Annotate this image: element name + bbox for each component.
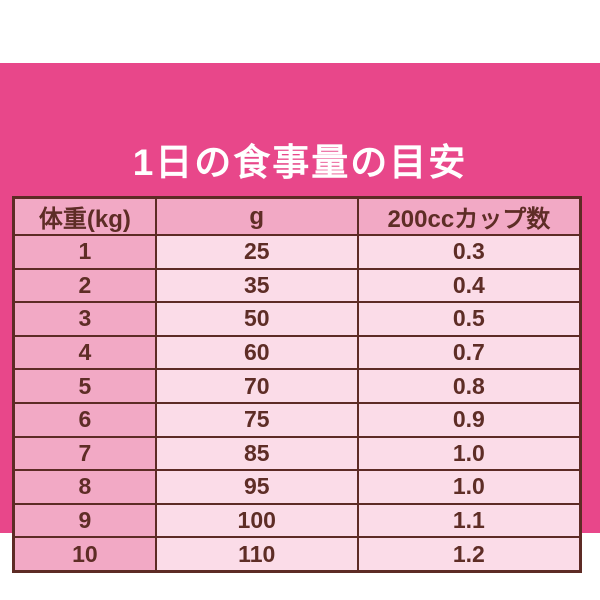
grams-cell: 85	[154, 435, 359, 472]
table-row: 4 60 0.7	[12, 334, 582, 371]
cups-cell: 0.7	[356, 334, 582, 371]
weight-cell: 8	[12, 469, 157, 505]
table-body: 1 25 0.3 2 35 0.4 3 50 0.5 4 60 0.7 5 70 0.8 6 75 0.9 7 85 1…	[12, 234, 582, 573]
grams-cell: 25	[154, 234, 359, 270]
grams-cell: 95	[154, 469, 359, 505]
table-row: 7 85 1.0	[12, 435, 582, 472]
table-row: 3 50 0.5	[12, 301, 582, 337]
weight-cell: 1	[12, 234, 157, 270]
feeding-guide-panel: 1日の食事量の目安 体重(kg) g 200ccカップ数 1 25 0.3 2 35 0.…	[0, 63, 600, 573]
feeding-table: 体重(kg) g 200ccカップ数 1 25 0.3 2 35 0.4 3 50 0.5 4 60…	[12, 196, 582, 573]
weight-cell: 10	[12, 536, 157, 573]
weight-cell: 4	[12, 334, 157, 371]
table-row: 9 100 1.1	[12, 502, 582, 539]
grams-header: g	[154, 196, 359, 236]
cups-header: 200ccカップ数	[356, 196, 582, 236]
weight-header: 体重(kg)	[12, 196, 157, 236]
grams-cell: 100	[154, 502, 359, 539]
grams-cell: 75	[154, 401, 359, 438]
table-row: 8 95 1.0	[12, 469, 582, 505]
weight-cell: 2	[12, 267, 157, 304]
weight-cell: 5	[12, 368, 157, 404]
cups-cell: 0.4	[356, 267, 582, 304]
page-title: 1日の食事量の目安	[132, 142, 468, 183]
grams-cell: 60	[154, 334, 359, 371]
grams-cell: 70	[154, 368, 359, 404]
cups-cell: 0.9	[356, 401, 582, 438]
header-row: 体重(kg) g 200ccカップ数	[12, 196, 582, 236]
weight-cell: 7	[12, 435, 157, 472]
cups-cell: 1.0	[356, 435, 582, 472]
table-row: 2 35 0.4	[12, 267, 582, 304]
cups-cell: 0.3	[356, 234, 582, 270]
table-row: 1 25 0.3	[12, 234, 582, 270]
weight-cell: 3	[12, 301, 157, 337]
weight-cell: 9	[12, 502, 157, 539]
cups-cell: 0.5	[356, 301, 582, 337]
cups-cell: 1.1	[356, 502, 582, 539]
cups-cell: 1.2	[356, 536, 582, 573]
grams-cell: 50	[154, 301, 359, 337]
table-row: 10 110 1.2	[12, 536, 582, 573]
table-row: 5 70 0.8	[12, 368, 582, 404]
cups-cell: 1.0	[356, 469, 582, 505]
table-row: 6 75 0.9	[12, 401, 582, 438]
cups-cell: 0.8	[356, 368, 582, 404]
weight-cell: 6	[12, 401, 157, 438]
grams-cell: 35	[154, 267, 359, 304]
grams-cell: 110	[154, 536, 359, 573]
